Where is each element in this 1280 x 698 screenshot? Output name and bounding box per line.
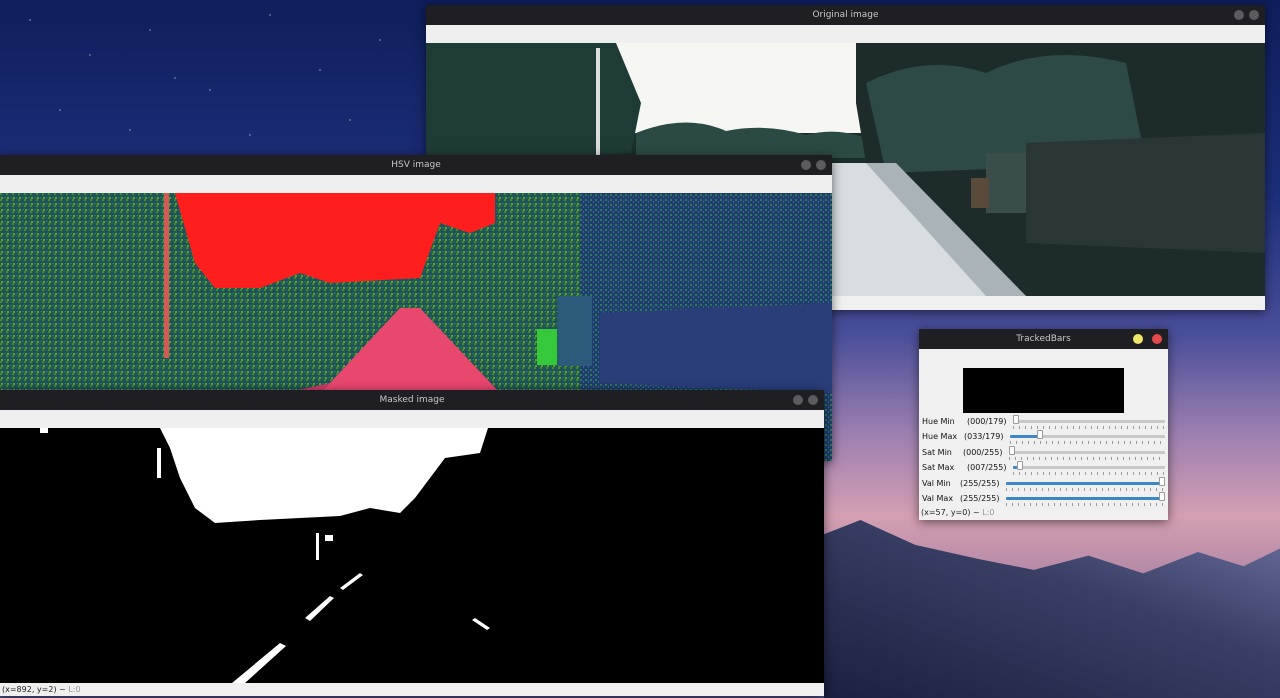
original-image-window: Original image — [426, 5, 1265, 310]
trackedbars-window: TrackedBars Hue Min (000/179) Hue Max (033/… — [919, 329, 1168, 520]
trackbar-value: (007/255) — [967, 463, 1007, 472]
trackbar-handle[interactable] — [1009, 446, 1015, 455]
trackbar-ticks — [1010, 441, 1165, 444]
trackbar-label: Hue Max — [922, 432, 958, 441]
trackbar-fill — [1006, 482, 1165, 485]
original-image — [426, 43, 1265, 296]
trackbar-value: (255/255) — [960, 479, 1000, 488]
trackbar-ticks — [1013, 472, 1165, 475]
trackbar-fill — [1010, 435, 1039, 438]
original-image-view[interactable] — [426, 43, 1265, 296]
close-icon[interactable] — [1249, 10, 1259, 20]
trackbar-row: Sat Max (007/255) — [919, 460, 1168, 475]
minimize-icon[interactable] — [1133, 334, 1143, 344]
minimize-icon[interactable] — [1234, 10, 1244, 20]
cursor-coords: (x=892, y=2) ~ — [2, 685, 66, 694]
trackbar-fill — [1013, 466, 1018, 469]
window-title: TrackedBars — [1016, 334, 1071, 344]
hsv-image-titlebar[interactable]: HSV image — [0, 155, 832, 175]
trackbar-value: (033/179) — [964, 432, 1004, 441]
masked-image-view[interactable] — [0, 428, 824, 683]
window-title: Masked image — [379, 395, 445, 405]
cursor-coords: (x=57, y=0) ~ — [921, 508, 980, 517]
trackbar-ticks — [1013, 426, 1165, 429]
trackbar-label: Val Max — [922, 494, 954, 503]
trackbar-preview-image — [963, 368, 1124, 413]
trackbar-handle[interactable] — [1017, 461, 1023, 470]
trackedbars-titlebar[interactable]: TrackedBars — [919, 329, 1168, 349]
trackbar-value: (255/255) — [960, 494, 1000, 503]
window-title: Original image — [812, 10, 879, 20]
trackbar-label: Hue Min — [922, 417, 955, 426]
trackedbars-status-bar: (x=57, y=0) ~ L:0 — [919, 506, 995, 519]
trackbar-value: (000/179) — [967, 417, 1007, 426]
trackbar-slider[interactable] — [1010, 435, 1165, 438]
trackbar-handle[interactable] — [1159, 492, 1165, 501]
trackbar-slider[interactable] — [1006, 497, 1165, 500]
trackbar-row: Val Min (255/255) — [919, 476, 1168, 491]
original-image-toolbar — [426, 25, 1265, 43]
level-indicator: L:0 — [68, 685, 81, 694]
trackbar-fill — [1006, 497, 1165, 500]
trackbar-label: Sat Max — [922, 463, 955, 472]
trackbar-ticks — [1006, 488, 1165, 491]
trackbar-label: Sat Min — [922, 448, 952, 457]
close-icon[interactable] — [1152, 334, 1162, 344]
original-image-titlebar[interactable]: Original image — [426, 5, 1265, 25]
masked-image-toolbar — [0, 410, 824, 428]
masked-status-bar: (x=892, y=2) ~ L:0 — [0, 683, 81, 696]
trackbar-value: (000/255) — [963, 448, 1003, 457]
close-icon[interactable] — [808, 395, 818, 405]
trackbar-row: Hue Min (000/179) — [919, 414, 1168, 429]
trackbar-row: Sat Min (000/255) — [919, 445, 1168, 460]
trackbar-handle[interactable] — [1037, 430, 1044, 439]
masked-image — [0, 428, 824, 683]
trackbar-ticks — [1006, 503, 1165, 506]
level-indicator: L:0 — [982, 508, 995, 517]
trackbar-slider[interactable] — [1006, 482, 1165, 485]
hsv-image-toolbar — [0, 175, 832, 193]
minimize-icon[interactable] — [793, 395, 803, 405]
window-title: HSV image — [391, 160, 441, 170]
minimize-icon[interactable] — [801, 160, 811, 170]
trackbar-row: Val Max (255/255) — [919, 491, 1168, 506]
masked-image-titlebar[interactable]: Masked image — [0, 390, 824, 410]
trackbar-handle[interactable] — [1159, 477, 1165, 486]
desktop-stars — [0, 0, 430, 160]
trackbar-ticks — [1009, 457, 1165, 460]
close-icon[interactable] — [816, 160, 826, 170]
trackbar-slider[interactable] — [1009, 451, 1165, 454]
trackbar-slider[interactable] — [1013, 466, 1165, 469]
desktop-rocks — [824, 520, 1280, 698]
trackbar-row: Hue Max (033/179) — [919, 429, 1168, 444]
masked-image-window: Masked image (x=892, y=2) ~ L:0 — [0, 390, 824, 696]
trackbar-label: Val Min — [922, 479, 951, 488]
trackbar-slider[interactable] — [1013, 420, 1165, 423]
trackbar-handle[interactable] — [1013, 415, 1019, 424]
